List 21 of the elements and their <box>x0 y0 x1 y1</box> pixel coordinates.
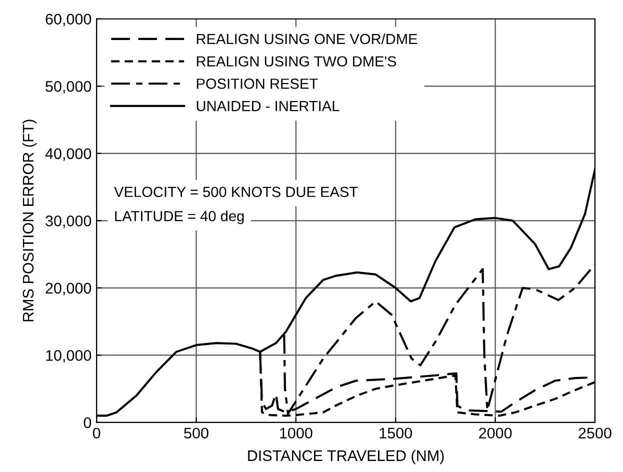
legend-label: REALIGN USING ONE VOR/DME <box>196 33 418 44</box>
y-tick-label: 40,000 <box>45 148 92 161</box>
x-tick-label: 1000 <box>280 428 312 439</box>
x-tick-label: 500 <box>184 428 208 439</box>
x-axis-title: DISTANCE TRAVELED (NM) <box>248 450 444 464</box>
legend-label: POSITION RESET <box>196 78 318 89</box>
annotation: VELOCITY = 500 KNOTS DUE EAST <box>114 186 358 198</box>
legend-label: UNAIDED - INERTIAL <box>196 101 340 112</box>
y-tick-label: 0 <box>84 417 92 428</box>
x-tick-label: 1500 <box>380 428 412 439</box>
legend-label: REALIGN USING TWO DME'S <box>196 56 396 67</box>
y-tick-label: 60,000 <box>46 14 92 26</box>
x-tick-label: 2000 <box>479 428 512 439</box>
y-tick-label: 20,000 <box>46 282 92 296</box>
x-tick-label: 2500 <box>578 428 612 439</box>
x-tick-label: 0 <box>92 428 100 439</box>
y-axis-title: RMS POSITION ERROR (FT) <box>22 120 37 322</box>
annotation: LATITUDE = 40 deg <box>115 210 244 224</box>
y-tick-label: 50,000 <box>46 81 92 94</box>
y-tick-label: 30,000 <box>46 216 92 228</box>
y-tick-label: 10,000 <box>46 350 92 363</box>
